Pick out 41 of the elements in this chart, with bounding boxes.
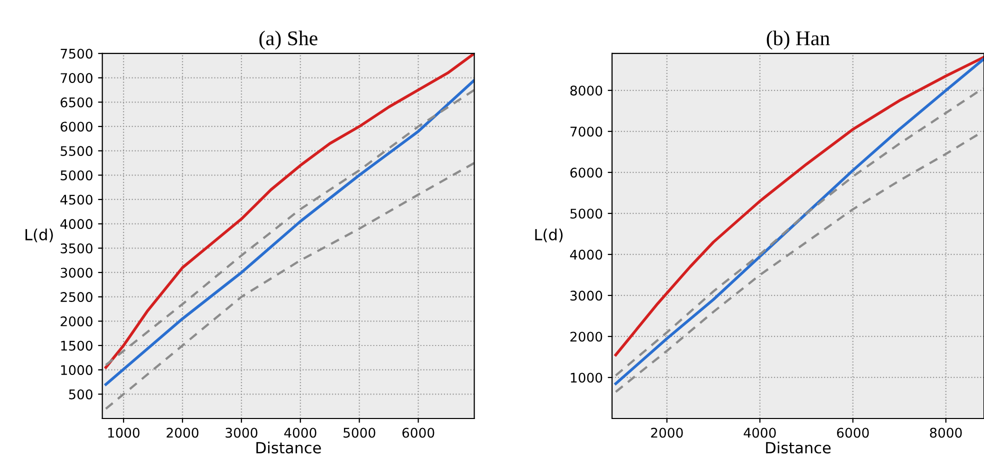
y-tick-label: 2500 (60, 292, 92, 302)
y-tick-label: 3500 (60, 243, 92, 254)
x-axis-title: Distance (766, 442, 831, 454)
chart-title: (a) She (259, 30, 318, 50)
y-axis-title: L(d) (26, 228, 53, 242)
y-tick-label: 4000 (570, 250, 602, 260)
y-tick-label: 6000 (570, 168, 602, 178)
y-tick-label: 3000 (570, 290, 602, 301)
x-tick-label: 2000 (166, 428, 198, 438)
x-tick-label: 2000 (651, 428, 683, 438)
x-axis-title: Distance (256, 442, 321, 454)
y-axis-title: L(d) (535, 228, 563, 242)
x-tick-label: 6000 (402, 428, 434, 438)
y-tick-label: 6500 (60, 97, 92, 108)
x-tick-label: 1000 (108, 428, 140, 438)
x-tick-label: 6000 (837, 428, 869, 438)
y-tick-label: 1500 (61, 340, 92, 351)
y-tick-label: 8000 (570, 86, 602, 96)
y-tick-label: 1000 (570, 372, 602, 383)
y-tick-label: 7000 (570, 126, 602, 137)
y-tick-label: 5000 (570, 208, 602, 219)
x-tick-label: 8000 (930, 428, 962, 438)
y-tick-label: 7500 (60, 48, 92, 59)
line-series (614, 130, 984, 393)
y-tick-label: 500 (69, 389, 92, 400)
x-tick-label: 4000 (284, 428, 316, 438)
line-series (104, 162, 474, 410)
y-tick-label: 5500 (60, 146, 92, 156)
y-tick-label: 2000 (570, 332, 602, 342)
y-tick-label: 3000 (60, 268, 92, 278)
y-tick-label: 5000 (60, 170, 92, 180)
y-tick-label: 4000 (60, 219, 92, 230)
y-tick-label: 1000 (61, 365, 92, 376)
x-tick-label: 4000 (744, 428, 776, 438)
y-tick-label: 7000 (60, 73, 92, 84)
x-tick-label: 3000 (226, 428, 258, 438)
y-tick-label: 6000 (60, 122, 92, 132)
chart-title: (b) Han (766, 30, 830, 50)
y-tick-label: 4500 (60, 194, 92, 205)
y-tick-label: 2000 (60, 316, 92, 326)
x-tick-label: 5000 (344, 428, 376, 438)
